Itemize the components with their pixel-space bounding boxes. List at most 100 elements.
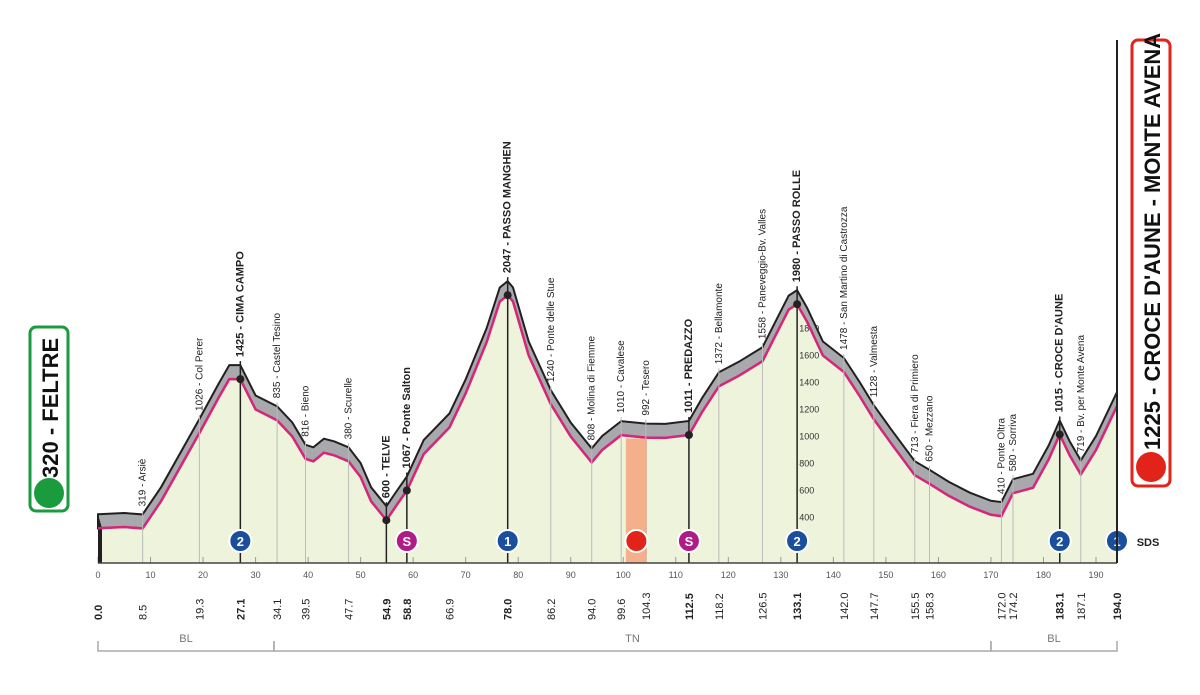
kom-badge — [1047, 529, 1072, 553]
place-name-label: 580 - Sorriva — [1008, 414, 1019, 472]
place-km-label: 34.1 — [272, 599, 284, 620]
start-label: 320 - FELTRE — [38, 338, 63, 478]
place-km-label: 158.3 — [924, 592, 936, 620]
region-bracket — [990, 641, 1118, 652]
place-km-label: 174.2 — [1008, 592, 1020, 620]
elevation-tick-label: 1600 — [799, 351, 819, 361]
place-km-label: 86.2 — [546, 599, 558, 620]
place-km-label: 27.1 — [235, 599, 247, 620]
x-tick-label: 140 — [826, 570, 841, 580]
x-tick-label: 20 — [198, 570, 208, 580]
marker-value: S — [685, 534, 694, 549]
place-name-label: 1067 - Ponte Salton — [401, 367, 413, 469]
place-dot — [1055, 430, 1064, 439]
start-cyclist-icon — [34, 478, 64, 508]
place-name-label: 2047 - PASSO MANGHEN — [502, 141, 514, 273]
place-dot — [382, 516, 391, 525]
place-dot — [684, 431, 693, 440]
x-tick-label: 40 — [303, 570, 313, 580]
place-km-label: 58.8 — [402, 599, 414, 620]
place-name-label: 816 - Bieno — [300, 385, 311, 437]
place-km-label: 19.3 — [194, 599, 206, 620]
place-name-label: 1478 - San Martino di Castrozza — [839, 206, 850, 350]
place-km-label: 104.3 — [641, 592, 653, 620]
place-km-label: 155.5 — [910, 592, 922, 620]
place-km-label: 8.5 — [138, 605, 150, 620]
place-km-label: 147.7 — [869, 592, 881, 620]
elevation-tick-label: 1200 — [799, 405, 819, 415]
elevation-tick-label: 800 — [799, 459, 814, 469]
region-label: BL — [179, 633, 192, 645]
place-name-label: 1558 - Paneveggio-Bv. Valles — [757, 209, 768, 339]
place-name-label: 992 - Tesero — [641, 360, 652, 416]
x-tick-label: 30 — [251, 570, 261, 580]
place-km-label: 112.5 — [684, 593, 696, 620]
kom-badge — [228, 529, 253, 553]
elevation-tick-label: 1000 — [799, 432, 819, 442]
x-tick-label: 70 — [461, 570, 471, 580]
place-name-label: 319 - Arsiè — [138, 458, 149, 506]
elevation-tick-label: 600 — [799, 486, 814, 496]
place-km-label: 94.0 — [587, 599, 599, 620]
sponsor-logo: SDS — [1137, 537, 1160, 549]
place-km-label: 0.0 — [93, 605, 105, 620]
x-tick-label: 0 — [95, 570, 100, 580]
place-name-label: 835 - Castel Tesino — [272, 312, 283, 398]
finish-banner — [1130, 38, 1172, 488]
start-banner — [28, 325, 70, 513]
place-km-label: 126.5 — [757, 592, 769, 620]
place-km-label: 194.0 — [1112, 592, 1124, 620]
x-tick-label: 90 — [566, 570, 576, 580]
kom-badge — [495, 529, 520, 553]
place-name-label: 1011 - PREDAZZO — [683, 318, 695, 413]
place-name-label: 1015 - CROCE D'AUNE — [1054, 294, 1066, 413]
sprint-badge — [394, 529, 419, 553]
marker-value: 2 — [1056, 534, 1063, 549]
marker-value: 1 — [504, 534, 511, 549]
place-km-label: 118.2 — [714, 593, 726, 620]
x-tick-label: 50 — [356, 570, 366, 580]
place-km-label: 187.1 — [1076, 592, 1088, 620]
region-label: BL — [1047, 633, 1060, 645]
place-km-label: 183.1 — [1055, 592, 1067, 620]
place-dot — [503, 291, 512, 300]
place-dot — [793, 300, 802, 309]
x-tick-label: 10 — [146, 570, 156, 580]
elevation-tick-label: 1400 — [799, 378, 819, 388]
place-km-label: 47.7 — [344, 599, 356, 620]
x-tick-label: 150 — [878, 570, 893, 580]
place-name-label: 1980 - PASSO ROLLE — [791, 170, 803, 282]
x-tick-label: 130 — [773, 570, 788, 580]
place-km-label: 39.5 — [300, 599, 312, 620]
marker-value: 2 — [237, 534, 244, 549]
x-tick-label: 180 — [1036, 570, 1051, 580]
place-name-label: 410 - Ponte Oltra — [996, 418, 1007, 495]
marker-value: 2 — [794, 534, 801, 549]
place-name-label: 719 - Bv. per Monte Avena — [1076, 335, 1087, 453]
feed-icon — [624, 529, 649, 553]
kom-badge — [785, 529, 810, 553]
place-km-label: 142.0 — [839, 592, 851, 620]
place-name-label: 1010 - Cavalese — [616, 340, 627, 413]
place-name-label: 1425 - CIMA CAMPO — [234, 251, 246, 357]
region-label: TN — [625, 633, 640, 645]
x-tick-label: 120 — [721, 570, 736, 580]
x-tick-label: 170 — [983, 570, 998, 580]
x-tick-label: 160 — [931, 570, 946, 580]
place-name-label: 650 - Mezzano — [924, 395, 935, 462]
sprint-badge — [676, 529, 701, 553]
place-dot — [402, 486, 411, 495]
x-tick-label: 60 — [408, 570, 418, 580]
place-name-label: 808 - Molina di Fiemme — [587, 335, 598, 440]
x-tick-label: 80 — [513, 570, 523, 580]
place-name-label: 1026 - Col Perer — [194, 337, 205, 411]
marker-value: S — [403, 534, 412, 549]
place-name-label: 1128 - Valmesta — [869, 325, 880, 397]
finish-cyclist-icon — [1136, 452, 1166, 482]
place-dot — [236, 375, 245, 384]
place-name-label: 380 - Scurelle — [344, 377, 355, 439]
place-name-label: 713 - Fiera di Primiero — [910, 354, 921, 453]
x-tick-label: 100 — [616, 570, 631, 580]
